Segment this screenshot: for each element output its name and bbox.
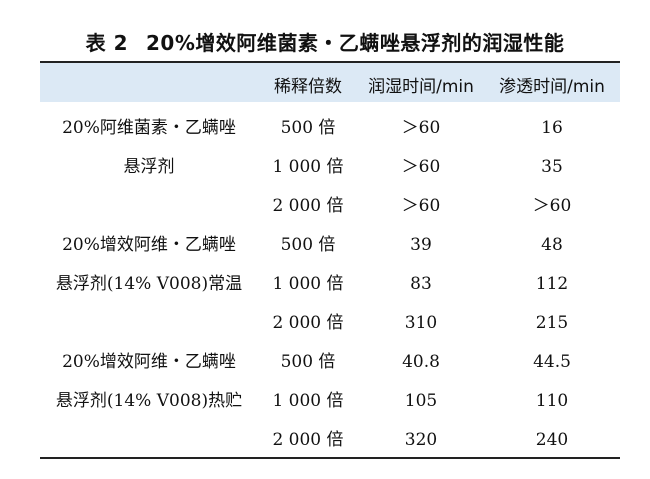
wetting-cell: ＞60 bbox=[401, 157, 441, 177]
header-penetration-time: 渗透时间/min bbox=[499, 77, 605, 97]
penetration-cell: ＞60 bbox=[532, 196, 572, 216]
dilution-cell: 1 000 倍 bbox=[272, 274, 344, 294]
wetting-cell: 39 bbox=[410, 235, 432, 255]
penetration-cell: 110 bbox=[535, 391, 569, 411]
dilution-cell: 500 倍 bbox=[280, 118, 336, 138]
dilution-cell: 2 000 倍 bbox=[272, 430, 344, 450]
dilution-cell: 1 000 倍 bbox=[272, 157, 344, 177]
sample-name-line2: 悬浮剂(14% V008)常温 bbox=[55, 274, 243, 294]
table-title: 表 2 20%增效阿维菌素・乙螨唑悬浮剂的润湿性能 bbox=[0, 27, 650, 56]
table-caption: 20%增效阿维菌素・乙螨唑悬浮剂的润湿性能 bbox=[146, 31, 565, 55]
dilution-cell: 1 000 倍 bbox=[272, 391, 344, 411]
header-wetting-time: 润湿时间/min bbox=[368, 77, 474, 97]
penetration-cell: 215 bbox=[535, 313, 569, 333]
wetting-cell: 105 bbox=[404, 391, 438, 411]
top-rule bbox=[40, 61, 620, 63]
dilution-cell: 500 倍 bbox=[280, 235, 336, 255]
penetration-cell: 48 bbox=[541, 235, 563, 255]
bottom-rule bbox=[40, 457, 620, 459]
wetting-cell: 320 bbox=[404, 430, 438, 450]
sample-name-line1: 20%增效阿维・乙螨唑 bbox=[62, 235, 236, 255]
wetting-cell: 310 bbox=[404, 313, 438, 333]
wetting-cell: 40.8 bbox=[402, 352, 440, 372]
dilution-cell: 500 倍 bbox=[280, 352, 336, 372]
sample-name-line2: 悬浮剂 bbox=[123, 157, 175, 177]
penetration-cell: 112 bbox=[535, 274, 569, 294]
wetting-cell: ＞60 bbox=[401, 196, 441, 216]
sample-name-line1: 20%阿维菌素・乙螨唑 bbox=[62, 118, 236, 138]
sample-name-line1: 20%增效阿维・乙螨唑 bbox=[62, 352, 236, 372]
table-number: 表 2 bbox=[85, 31, 128, 55]
penetration-cell: 16 bbox=[541, 118, 563, 138]
penetration-cell: 35 bbox=[541, 157, 563, 177]
wetting-cell: 83 bbox=[410, 274, 432, 294]
sample-name-line2: 悬浮剂(14% V008)热贮 bbox=[55, 391, 243, 411]
wetting-cell: ＞60 bbox=[401, 118, 441, 138]
penetration-cell: 240 bbox=[535, 430, 569, 450]
dilution-cell: 2 000 倍 bbox=[272, 313, 344, 333]
header-row bbox=[40, 63, 620, 102]
dilution-cell: 2 000 倍 bbox=[272, 196, 344, 216]
header-dilution: 稀释倍数 bbox=[274, 77, 342, 97]
penetration-cell: 44.5 bbox=[533, 352, 571, 372]
